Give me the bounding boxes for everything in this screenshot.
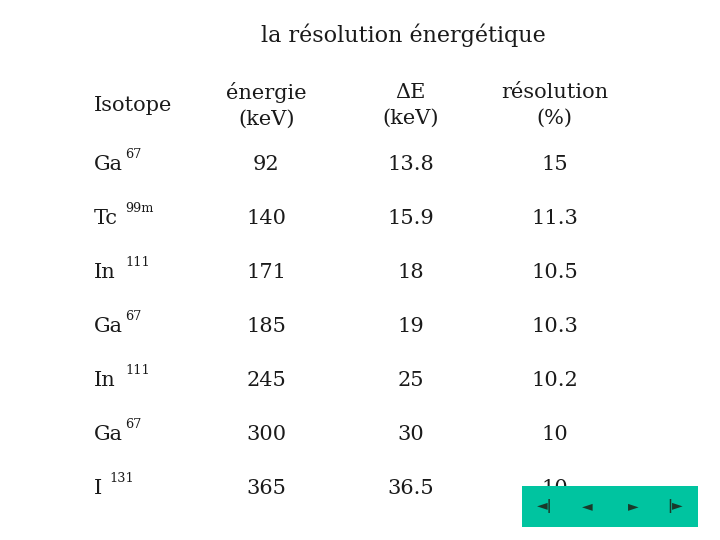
Text: 245: 245 — [246, 371, 287, 390]
Text: 140: 140 — [246, 209, 287, 228]
Text: ◄: ◄ — [582, 500, 593, 513]
Text: Tc: Tc — [94, 209, 117, 228]
Text: énergie
(keV): énergie (keV) — [226, 82, 307, 129]
Text: Isotope: Isotope — [94, 96, 172, 115]
Text: 10.3: 10.3 — [531, 317, 578, 336]
Text: 25: 25 — [397, 371, 423, 390]
Text: ◄|: ◄| — [537, 500, 553, 513]
Text: Ga: Ga — [94, 317, 122, 336]
Text: |►: |► — [667, 500, 683, 513]
Text: 15.9: 15.9 — [387, 209, 433, 228]
Text: 185: 185 — [246, 317, 287, 336]
Text: 13.8: 13.8 — [387, 155, 433, 174]
Text: 67: 67 — [125, 310, 142, 323]
Text: 10.2: 10.2 — [531, 371, 577, 390]
Text: In: In — [94, 263, 115, 282]
Text: 36.5: 36.5 — [387, 479, 433, 498]
Text: 365: 365 — [246, 479, 287, 498]
Text: 18: 18 — [397, 263, 423, 282]
Text: 11.3: 11.3 — [531, 209, 578, 228]
Text: Ga: Ga — [94, 425, 122, 444]
Text: Ga: Ga — [94, 155, 122, 174]
Text: 99m: 99m — [125, 202, 153, 215]
Text: 171: 171 — [246, 263, 287, 282]
Text: ►: ► — [628, 500, 639, 513]
Text: In: In — [94, 371, 115, 390]
Text: 10: 10 — [541, 479, 568, 498]
Text: 30: 30 — [397, 425, 424, 444]
Text: 19: 19 — [397, 317, 424, 336]
Text: 111: 111 — [125, 256, 150, 269]
Text: 131: 131 — [109, 472, 134, 485]
Text: 10.5: 10.5 — [531, 263, 577, 282]
Text: résolution
(%): résolution (%) — [501, 83, 608, 128]
Text: 67: 67 — [125, 148, 142, 161]
Text: 111: 111 — [125, 364, 150, 377]
Text: ΔE
(keV): ΔE (keV) — [382, 83, 438, 128]
Text: 92: 92 — [253, 155, 279, 174]
Text: la résolution énergétique: la résolution énergétique — [261, 23, 546, 47]
Text: I: I — [94, 479, 102, 498]
Text: 67: 67 — [125, 418, 142, 431]
Text: 300: 300 — [246, 425, 287, 444]
Bar — [522, 486, 698, 526]
Text: 10: 10 — [541, 425, 568, 444]
Text: 15: 15 — [541, 155, 567, 174]
